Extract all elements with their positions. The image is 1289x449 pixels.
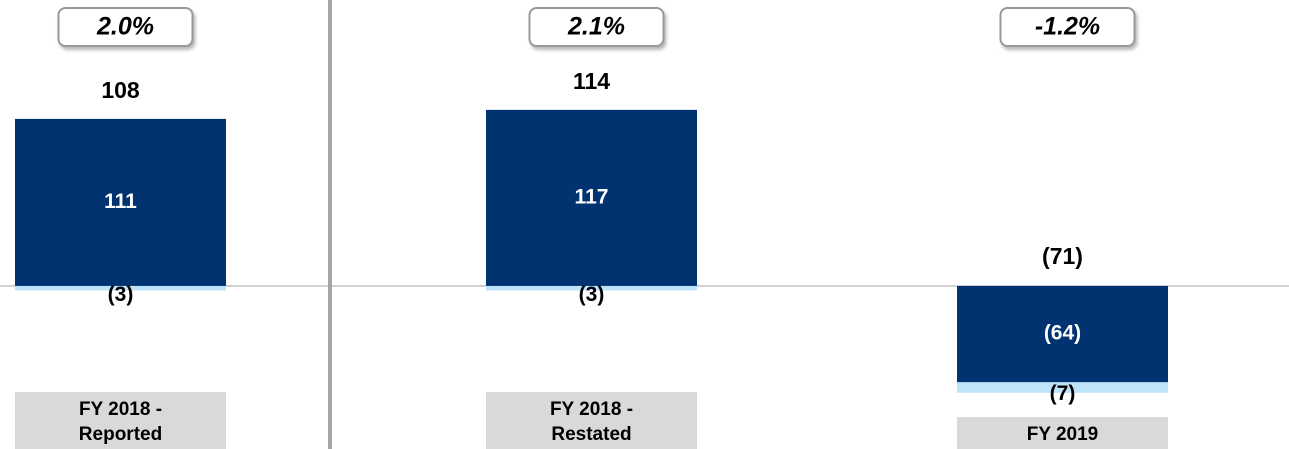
total-label: 108 — [101, 77, 140, 103]
growth-label: -1.2% — [1035, 13, 1100, 41]
badge-box — [528, 7, 665, 47]
segment-label: (3) — [579, 283, 605, 306]
category-label: FY 2018 - Restated — [486, 392, 697, 449]
segment-label: 117 — [575, 185, 609, 208]
bar-segment — [15, 118, 226, 286]
segment-label: 111 — [104, 190, 137, 213]
bar-segment — [15, 285, 226, 291]
category-label: FY 2019 — [957, 417, 1168, 449]
total-label: 114 — [573, 68, 610, 94]
segment-label: (64) — [1044, 322, 1081, 345]
segment-label: (7) — [1050, 382, 1076, 405]
bar-segment — [957, 285, 1168, 383]
bar-segment — [486, 285, 697, 291]
badge-box — [57, 7, 194, 47]
badge-box — [999, 7, 1136, 47]
total-label: (71) — [1042, 243, 1083, 269]
bar-segment — [486, 109, 697, 286]
bar-segment — [957, 382, 1168, 393]
segment-label: (3) — [108, 283, 134, 306]
growth-label: 2.1% — [567, 13, 625, 41]
growth-badge: 2.0% — [57, 7, 194, 47]
category-label: FY 2018 - Reported — [15, 392, 226, 449]
growth-badge: -1.2% — [999, 7, 1136, 47]
growth-label: 2.0% — [96, 13, 154, 41]
growth-badge: 2.1% — [528, 7, 665, 47]
